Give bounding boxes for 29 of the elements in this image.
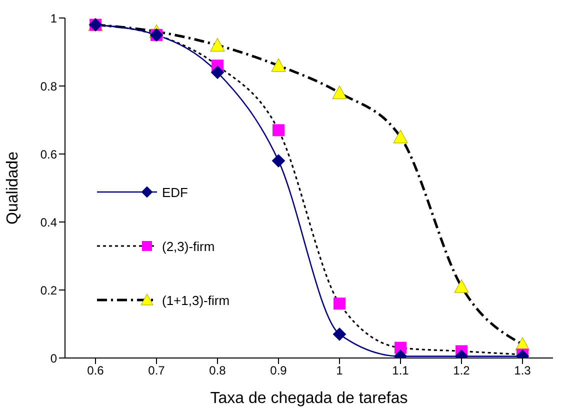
point — [334, 298, 346, 310]
y-axis-title: Qualidade — [4, 151, 22, 224]
point — [272, 154, 285, 168]
point — [332, 86, 347, 100]
x-tick-label: 0.6 — [87, 364, 104, 378]
x-tick-label: 1.3 — [514, 364, 532, 378]
point — [211, 66, 224, 79]
y-tick-label: 0.6 — [40, 147, 58, 162]
y-tick-label: 0 — [50, 351, 58, 366]
point — [210, 38, 225, 52]
point — [272, 124, 284, 136]
x-tick-label: 0.7 — [148, 364, 166, 378]
point — [454, 279, 469, 293]
legend-label: (2,3)-firm — [162, 238, 215, 254]
point — [333, 328, 346, 341]
point — [393, 130, 408, 144]
x-tick-label: 1.2 — [453, 364, 470, 378]
y-tick-label: 0.8 — [40, 79, 58, 94]
point — [271, 58, 286, 72]
y-tick-label: 1 — [50, 11, 58, 26]
x-tick-label: 1.1 — [392, 364, 410, 378]
y-tick-label: 0.4 — [40, 215, 58, 230]
legend-label: (1+1,3)-firm — [162, 292, 230, 308]
x-tick-label: 0.9 — [270, 364, 288, 378]
legend-label: EDF — [162, 184, 188, 200]
x-tick-label: 0.8 — [209, 364, 226, 378]
y-tick-label: 0.2 — [40, 283, 58, 298]
x-axis-title: Taxa de chegada de tarefas — [210, 390, 408, 407]
x-tick-label: 1 — [336, 364, 344, 378]
